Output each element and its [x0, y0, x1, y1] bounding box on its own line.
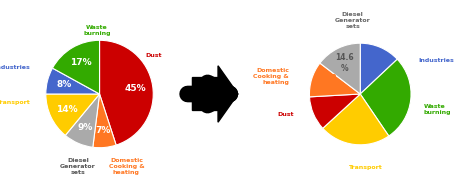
- Text: 9%: 9%: [77, 123, 93, 132]
- Wedge shape: [46, 68, 100, 94]
- Text: 8%: 8%: [56, 80, 72, 89]
- Wedge shape: [100, 40, 153, 145]
- Wedge shape: [320, 43, 360, 94]
- Text: Dust: Dust: [278, 112, 294, 117]
- Text: 14%: 14%: [55, 105, 77, 114]
- Wedge shape: [46, 94, 100, 135]
- Text: Waste
burning: Waste burning: [83, 25, 110, 36]
- Wedge shape: [53, 40, 100, 94]
- Text: Domestic
Cooking &
heating: Domestic Cooking & heating: [109, 158, 144, 175]
- Text: Transport: Transport: [348, 165, 382, 170]
- Text: 13.0
%: 13.0 %: [365, 53, 383, 72]
- Text: 11.3
%: 11.3 %: [318, 74, 337, 94]
- Wedge shape: [310, 63, 360, 97]
- Wedge shape: [323, 94, 389, 145]
- Text: Industries: Industries: [0, 65, 30, 70]
- Text: 10.9
%: 10.9 %: [319, 98, 337, 117]
- Text: Domestic
Cooking &
heating: Domestic Cooking & heating: [254, 68, 289, 85]
- Text: Dust: Dust: [145, 53, 162, 58]
- Text: Transport: Transport: [0, 100, 30, 105]
- Text: 22.7
%: 22.7 %: [347, 119, 365, 138]
- Text: 14.6
%: 14.6 %: [336, 53, 354, 73]
- Text: 7%: 7%: [95, 126, 110, 135]
- Text: Diesel
Generator
sets: Diesel Generator sets: [60, 158, 96, 175]
- Wedge shape: [310, 94, 360, 128]
- Wedge shape: [93, 94, 116, 148]
- Text: 27.5
%: 27.5 %: [385, 88, 404, 108]
- FancyArrow shape: [192, 66, 238, 122]
- Text: Diesel
Generator
sets: Diesel Generator sets: [335, 12, 371, 29]
- Wedge shape: [360, 59, 411, 136]
- Text: 45%: 45%: [125, 84, 146, 93]
- Text: Waste
burning: Waste burning: [424, 104, 451, 115]
- Text: Industries: Industries: [419, 58, 455, 64]
- Wedge shape: [65, 94, 100, 147]
- Wedge shape: [360, 43, 397, 94]
- Text: 17%: 17%: [70, 58, 92, 67]
